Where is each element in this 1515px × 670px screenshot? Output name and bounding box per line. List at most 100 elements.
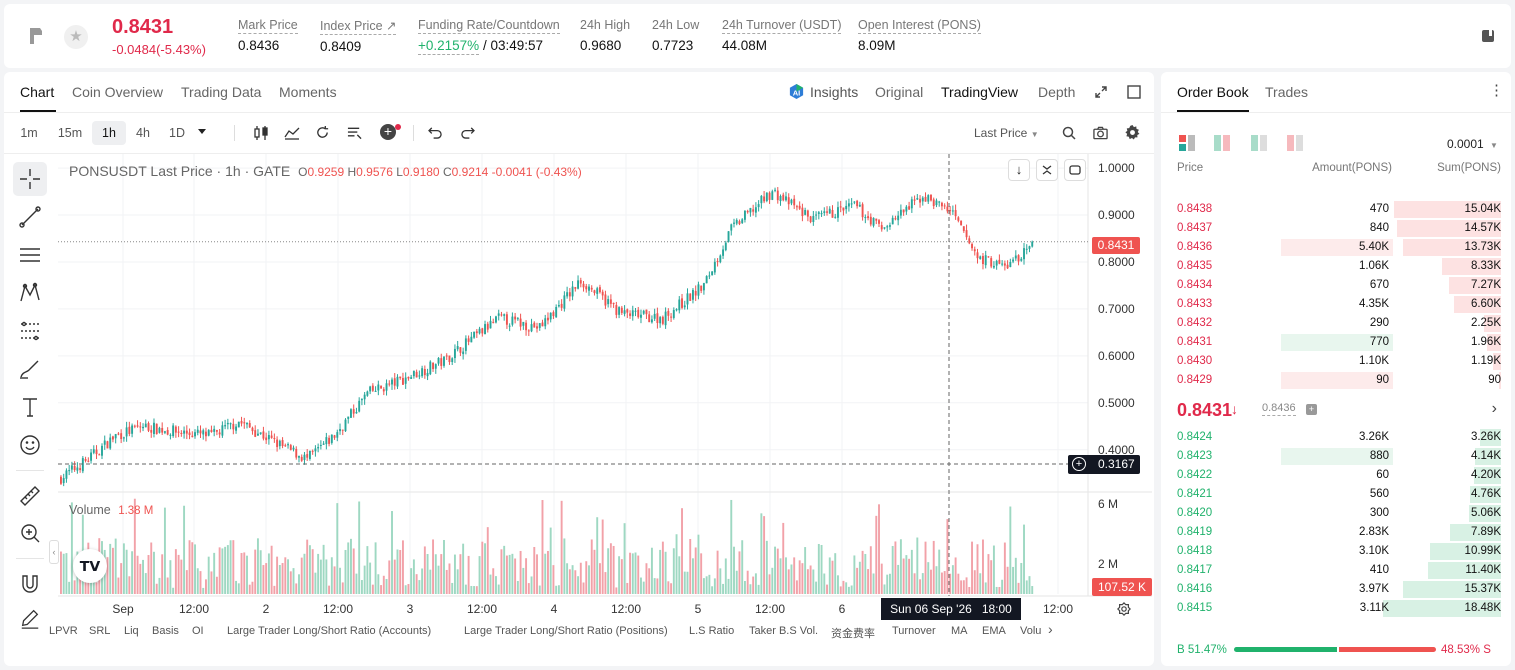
tab-depth[interactable]: Depth (1038, 84, 1076, 100)
bid-row[interactable]: 0.8422 60 4.20K (1161, 466, 1511, 485)
ask-row[interactable]: 0.8432 290 2.25K (1161, 314, 1511, 333)
indicator-ema[interactable]: EMA (982, 625, 1006, 637)
chevron-down-icon[interactable] (198, 129, 206, 134)
indicator-srl[interactable]: SRL (89, 625, 111, 637)
bid-row[interactable]: 0.8416 3.97K 15.37K (1161, 580, 1511, 599)
zoom-tool[interactable] (13, 516, 47, 550)
camera-icon[interactable] (1093, 126, 1108, 140)
indicator-turnover[interactable]: Turnover (892, 625, 936, 637)
bid-row[interactable]: 0.8419 2.83K 7.89K (1161, 523, 1511, 542)
price-type-select[interactable]: Last Price ▼ (974, 126, 1039, 140)
bid-row[interactable]: 0.8417 410 11.40K (1161, 561, 1511, 580)
bid-row[interactable]: 0.8423 880 4.14K (1161, 447, 1511, 466)
timeframe-1d[interactable]: 1D (169, 126, 185, 140)
indicator-ls-positions[interactable]: Large Trader Long/Short Ratio (Positions… (464, 625, 668, 637)
ask-row[interactable]: 0.8437 840 14.57K (1161, 219, 1511, 238)
maximize-pane-button[interactable] (1064, 159, 1086, 181)
bid-row[interactable]: 0.8418 3.10K 10.99K (1161, 542, 1511, 561)
notebook-icon[interactable] (1480, 28, 1496, 44)
scroll-down-button[interactable]: ↓ (1008, 159, 1030, 181)
add-alert-button[interactable]: + (380, 124, 396, 140)
indicator-basis[interactable]: Basis (152, 625, 179, 637)
undo-icon[interactable] (428, 126, 443, 139)
price-chart[interactable]: 1.0000 0.9000 0.8000 0.7000 0.6000 0.5000 0.40… (58, 154, 1152, 620)
ask-row[interactable]: 0.8436 5.40K 13.73K (1161, 238, 1511, 257)
indicator-taker-vol[interactable]: Taker B.S Vol. (749, 625, 819, 637)
tab-trades[interactable]: Trades (1265, 84, 1309, 100)
indicators-icon[interactable] (284, 126, 300, 140)
brush-tool[interactable] (13, 352, 47, 386)
indicator-funding-rate[interactable]: 资金费率 (831, 628, 875, 640)
bid-row[interactable]: 0.8420 300 5.06K (1161, 504, 1511, 523)
collapse-left-button[interactable]: ‹ (49, 540, 59, 564)
indicator-oi[interactable]: OI (192, 625, 204, 637)
tab-chart[interactable]: Chart (20, 84, 55, 100)
trend-line-tool[interactable] (13, 200, 47, 234)
fib-tool[interactable] (13, 314, 47, 348)
bid-row[interactable]: 0.8424 3.26K 3.26K (1161, 428, 1511, 447)
favorite-star-icon[interactable]: ★ (64, 25, 88, 49)
indicator-ls-ratio[interactable]: L.S Ratio (689, 625, 735, 637)
volume-bar (213, 552, 216, 594)
more-options-icon[interactable]: ⋮ (1489, 82, 1504, 99)
chart-settings-icon[interactable] (1117, 602, 1131, 616)
timeframe-1m[interactable]: 1m (20, 126, 38, 140)
stat-index-price[interactable]: Index Price ↗ 0.8409 (320, 18, 397, 54)
template-icon[interactable] (347, 126, 362, 140)
magnet-tool[interactable] (13, 567, 47, 601)
indicator-ma[interactable]: MA (951, 625, 968, 637)
candle-body (519, 318, 522, 327)
timeframe-15m[interactable]: 15m (57, 126, 83, 140)
mid-price-row[interactable]: 0.8431 ↓ 0.8436 + › (1177, 400, 1501, 422)
view-bids-icon[interactable] (1251, 135, 1267, 151)
ask-row[interactable]: 0.8435 1.06K 8.33K (1161, 257, 1511, 276)
indicator-lpvr[interactable]: LPVR (49, 625, 78, 637)
stat-value: 8.09M (858, 38, 896, 53)
insights-button[interactable]: AI Insights (788, 83, 858, 100)
precision-select[interactable]: 0.0001 ▼ (1447, 137, 1498, 151)
tab-original[interactable]: Original (875, 84, 924, 100)
bid-amount: 300 (1369, 507, 1389, 519)
timeframe-1h[interactable]: 1h (92, 121, 126, 145)
indicator-liq[interactable]: Liq (124, 625, 139, 637)
view-both-icon[interactable] (1179, 135, 1195, 151)
settings-gear-icon[interactable] (1125, 125, 1140, 140)
ruler-tool[interactable] (13, 479, 47, 513)
volume-bar (659, 549, 662, 594)
ask-row[interactable]: 0.8430 1.10K 1.19K (1161, 352, 1511, 371)
search-icon[interactable] (1062, 126, 1076, 140)
timeframe-4h[interactable]: 4h (136, 126, 150, 140)
indicator-volume[interactable]: Volu (1020, 625, 1042, 637)
expand-icon[interactable] (1094, 85, 1108, 99)
tradingview-logo[interactable]: 𝗧𝗩 (73, 549, 107, 583)
add-plus-icon[interactable]: + (1072, 457, 1086, 471)
ask-row[interactable]: 0.8429 90 90 (1161, 371, 1511, 390)
view-asks-icon[interactable] (1287, 135, 1303, 151)
bid-row[interactable]: 0.8415 3.11K 18.48K (1161, 599, 1511, 618)
horizontal-lines-tool[interactable] (13, 238, 47, 272)
ask-row[interactable]: 0.8438 470 15.04K (1161, 200, 1511, 219)
emoji-tool[interactable] (13, 428, 47, 462)
candle-type-icon[interactable] (253, 126, 269, 140)
ask-row[interactable]: 0.8431 770 1.96K (1161, 333, 1511, 352)
bid-row[interactable]: 0.8421 560 4.76K (1161, 485, 1511, 504)
text-tool[interactable] (13, 390, 47, 424)
redo-icon[interactable] (460, 126, 475, 139)
compare-icon[interactable] (315, 125, 330, 140)
collapse-button[interactable] (1036, 159, 1058, 181)
ask-row[interactable]: 0.8434 670 7.27K (1161, 276, 1511, 295)
ask-row[interactable]: 0.8433 4.35K 6.60K (1161, 295, 1511, 314)
tab-moments[interactable]: Moments (279, 84, 337, 100)
draw-mode-tool[interactable] (13, 603, 47, 633)
pattern-tool[interactable] (13, 276, 47, 310)
indicator-ls-accounts[interactable]: Large Trader Long/Short Ratio (Accounts) (227, 625, 432, 637)
candle-body (221, 425, 224, 436)
tab-order-book[interactable]: Order Book (1177, 84, 1249, 100)
crosshair-tool[interactable] (13, 162, 47, 196)
window-icon[interactable] (1127, 85, 1141, 99)
view-split-icon[interactable] (1214, 135, 1230, 151)
tab-coin-overview[interactable]: Coin Overview (72, 84, 164, 100)
tab-trading-data[interactable]: Trading Data (181, 84, 262, 100)
tab-tradingview[interactable]: TradingView (941, 84, 1019, 100)
indicator-scroll-right[interactable]: › (1048, 621, 1053, 637)
